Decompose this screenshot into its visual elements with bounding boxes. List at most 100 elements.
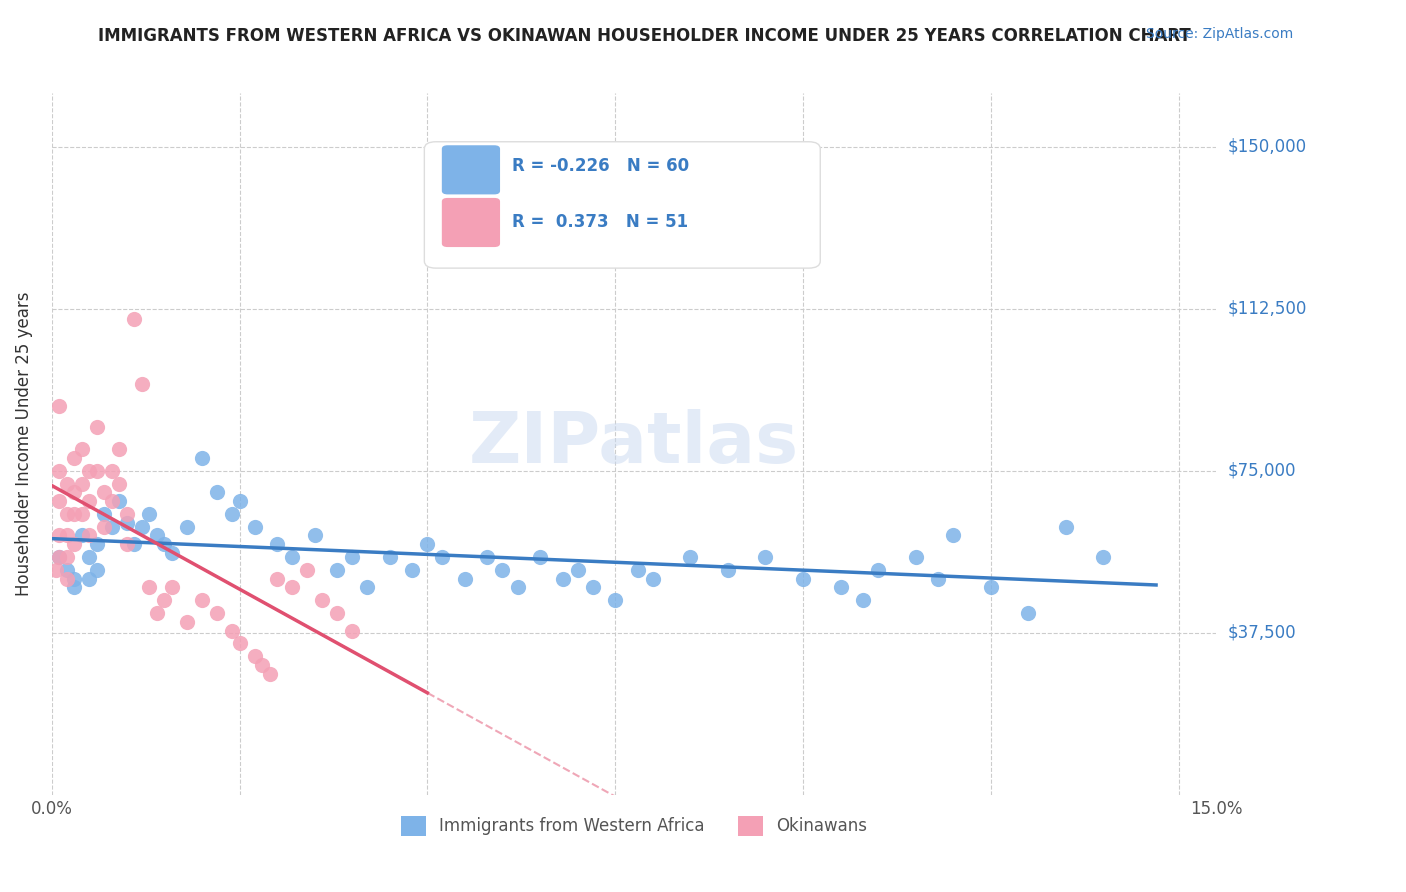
Point [86, 464, 108, 478]
Point [356, 580, 378, 594]
Point [326, 606, 349, 620]
Point [326, 563, 349, 577]
Point [160, 546, 183, 560]
Point [63, 580, 86, 594]
Point [93, 507, 115, 521]
Point [48, 464, 70, 478]
Point [342, 624, 364, 638]
Point [108, 476, 131, 491]
Point [124, 312, 146, 326]
Point [342, 550, 364, 565]
Point [1054, 520, 1077, 534]
Point [101, 494, 124, 508]
Point [243, 649, 266, 664]
Point [754, 550, 776, 565]
Point [567, 563, 589, 577]
Point [86, 420, 108, 434]
Point [243, 520, 266, 534]
Point [980, 580, 1002, 594]
Point [86, 563, 108, 577]
FancyBboxPatch shape [425, 142, 820, 268]
Point [70, 528, 93, 542]
Point [146, 528, 169, 542]
Text: $37,500: $37,500 [1227, 624, 1296, 641]
Point [221, 624, 243, 638]
Point [131, 377, 153, 392]
Point [551, 572, 574, 586]
Point [295, 563, 318, 577]
Point [191, 450, 214, 465]
Point [378, 550, 401, 565]
Point [48, 550, 70, 565]
Point [311, 593, 333, 607]
Point [641, 572, 664, 586]
Text: IMMIGRANTS FROM WESTERN AFRICA VS OKINAWAN HOUSEHOLDER INCOME UNDER 25 YEARS COR: IMMIGRANTS FROM WESTERN AFRICA VS OKINAW… [98, 27, 1191, 45]
Point [304, 528, 326, 542]
FancyBboxPatch shape [441, 198, 501, 247]
Point [79, 494, 101, 508]
FancyBboxPatch shape [441, 145, 501, 194]
Point [70, 476, 93, 491]
Point [48, 528, 70, 542]
Point [131, 520, 153, 534]
Point [108, 442, 131, 456]
Point [160, 580, 183, 594]
Point [205, 485, 228, 500]
Point [138, 507, 160, 521]
Point [250, 658, 273, 673]
Point [627, 563, 650, 577]
Point [48, 399, 70, 413]
Point [108, 494, 131, 508]
Point [63, 450, 86, 465]
Point [176, 615, 198, 629]
Text: R = -0.226   N = 60: R = -0.226 N = 60 [512, 157, 689, 176]
Point [86, 537, 108, 551]
Point [79, 572, 101, 586]
Point [830, 580, 852, 594]
Point [63, 507, 86, 521]
Text: ZIPatlas: ZIPatlas [468, 409, 799, 478]
Point [124, 537, 146, 551]
Point [48, 494, 70, 508]
Point [176, 520, 198, 534]
Y-axis label: Householder Income Under 25 years: Householder Income Under 25 years [15, 292, 32, 596]
Text: $75,000: $75,000 [1227, 462, 1296, 480]
Point [259, 666, 281, 681]
Point [63, 572, 86, 586]
Point [228, 636, 250, 650]
Point [101, 464, 124, 478]
Point [191, 593, 214, 607]
Point [852, 593, 875, 607]
Point [115, 507, 138, 521]
Point [55, 528, 77, 542]
Point [55, 550, 77, 565]
Point [266, 572, 288, 586]
Point [477, 550, 499, 565]
Point [55, 572, 77, 586]
Point [44, 563, 66, 577]
Point [281, 550, 304, 565]
Point [432, 550, 454, 565]
Point [55, 476, 77, 491]
Point [79, 464, 101, 478]
Point [153, 537, 176, 551]
Point [281, 580, 304, 594]
Point [153, 593, 176, 607]
Point [1092, 550, 1115, 565]
Point [491, 563, 513, 577]
Point [792, 572, 814, 586]
Point [55, 563, 77, 577]
Point [48, 550, 70, 565]
Point [79, 528, 101, 542]
Text: $112,500: $112,500 [1227, 300, 1306, 318]
Point [115, 516, 138, 530]
Point [70, 507, 93, 521]
Point [101, 520, 124, 534]
Point [228, 494, 250, 508]
Point [529, 550, 551, 565]
Point [55, 507, 77, 521]
Point [506, 580, 529, 594]
Point [401, 563, 423, 577]
Point [927, 572, 949, 586]
Point [70, 442, 93, 456]
